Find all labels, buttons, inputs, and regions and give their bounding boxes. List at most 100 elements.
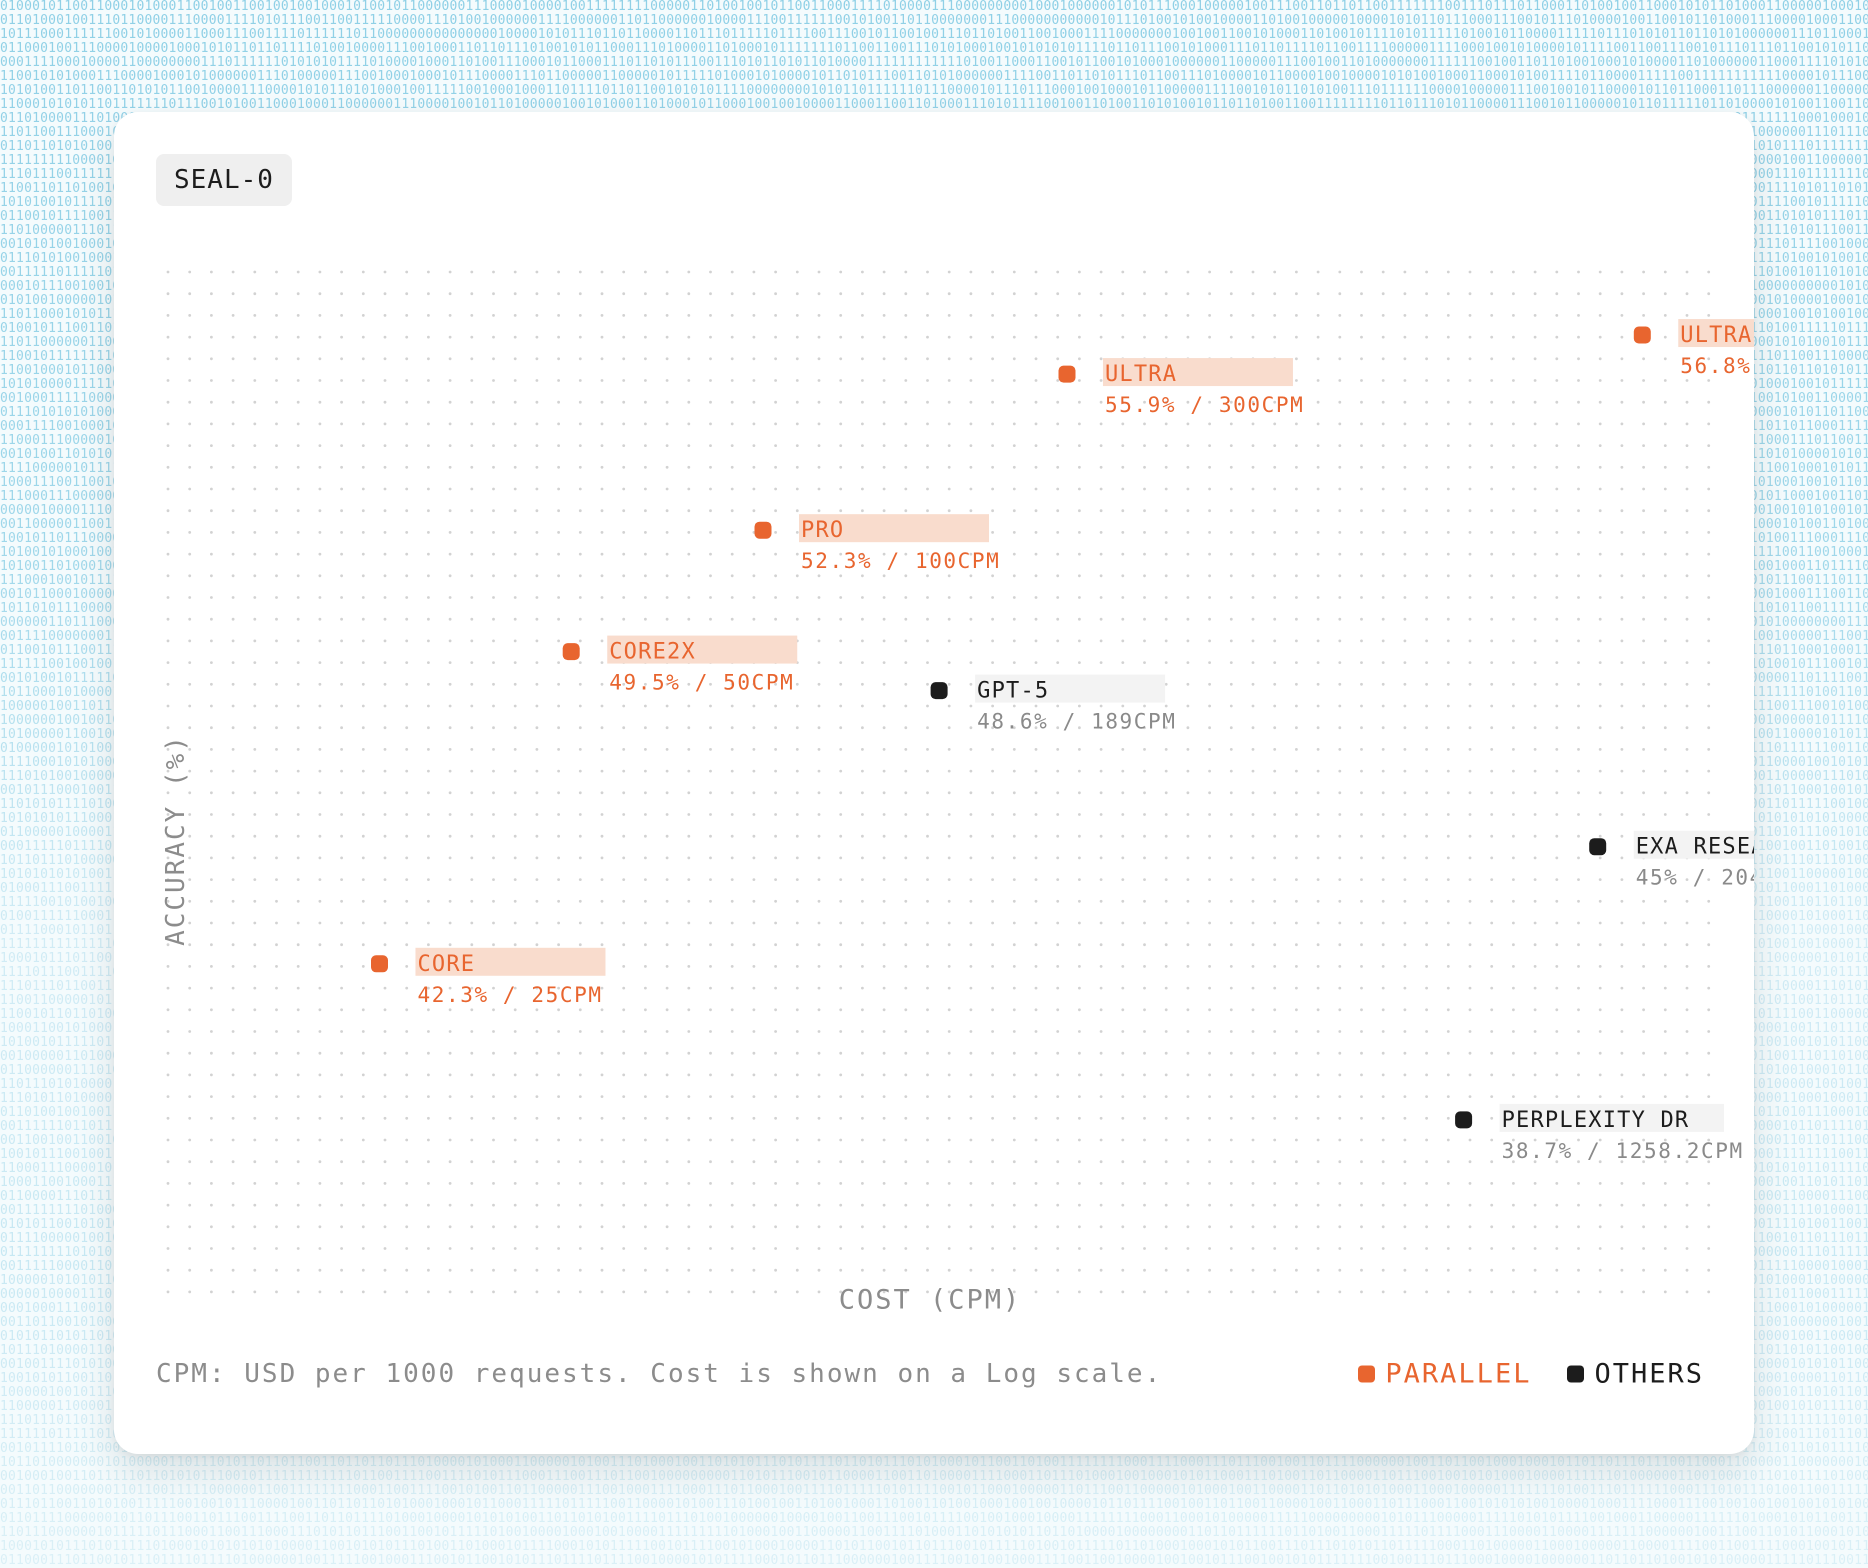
grid-dot bbox=[578, 704, 582, 708]
grid-dot bbox=[166, 1073, 170, 1077]
grid-dot bbox=[1490, 617, 1494, 621]
grid-dot bbox=[1078, 1138, 1081, 1142]
grid-dot bbox=[188, 1290, 192, 1294]
grid-dot bbox=[1577, 487, 1580, 491]
grid-dot bbox=[665, 682, 669, 686]
grid-dot bbox=[687, 465, 691, 469]
grid-dot bbox=[557, 986, 560, 990]
grid-dot bbox=[470, 791, 474, 795]
grid-dot bbox=[1143, 1182, 1146, 1185]
grid-dot bbox=[275, 726, 278, 730]
grid-dot bbox=[253, 1203, 257, 1207]
grid-dot bbox=[1512, 682, 1515, 686]
grid-dot bbox=[687, 314, 691, 317]
grid-dot bbox=[926, 270, 929, 274]
grid-dot bbox=[1229, 1138, 1233, 1142]
grid-dot bbox=[470, 617, 474, 621]
grid-dot bbox=[296, 748, 300, 751]
grid-dot bbox=[361, 422, 365, 426]
grid-dot bbox=[991, 292, 994, 296]
grid-dot bbox=[1273, 748, 1277, 751]
grid-dot bbox=[1316, 1138, 1320, 1142]
grid-dot bbox=[557, 726, 560, 730]
grid-dot bbox=[492, 422, 495, 426]
grid-dot bbox=[839, 1073, 843, 1077]
grid-dot bbox=[991, 422, 994, 426]
grid-dot bbox=[817, 465, 821, 469]
grid-dot bbox=[1468, 574, 1472, 578]
grid-dot bbox=[1490, 1182, 1494, 1185]
grid-dot bbox=[1164, 314, 1168, 317]
grid-dot bbox=[557, 400, 560, 404]
grid-dot bbox=[1186, 596, 1190, 599]
grid-dot bbox=[882, 465, 886, 469]
grid-dot bbox=[1577, 292, 1580, 296]
grid-dot bbox=[1663, 617, 1667, 621]
grid-dot bbox=[1707, 878, 1711, 881]
grid-dot bbox=[1143, 617, 1146, 621]
grid-dot bbox=[1663, 379, 1667, 382]
grid-dot bbox=[1338, 1095, 1342, 1098]
grid-dot bbox=[1468, 769, 1472, 773]
grid-dot bbox=[1512, 791, 1515, 795]
grid-dot bbox=[665, 726, 669, 730]
grid-dot bbox=[470, 574, 474, 578]
grid-dot bbox=[839, 487, 843, 491]
grid-dot bbox=[1229, 1051, 1233, 1055]
grid-dot bbox=[1425, 748, 1428, 751]
grid-dot bbox=[405, 1182, 409, 1185]
grid-dot bbox=[665, 921, 669, 925]
grid-dot bbox=[1642, 1225, 1645, 1229]
grid-dot bbox=[492, 834, 495, 838]
grid-dot bbox=[448, 292, 452, 296]
grid-dot bbox=[1208, 965, 1211, 968]
grid-dot bbox=[253, 465, 257, 469]
grid-dot bbox=[1338, 531, 1342, 534]
grid-dot bbox=[1598, 986, 1602, 990]
grid-dot bbox=[1425, 1138, 1428, 1142]
grid-dot bbox=[1446, 726, 1450, 730]
grid-dot bbox=[1468, 965, 1472, 968]
grid-dot bbox=[1707, 509, 1711, 513]
grid-dot bbox=[600, 878, 604, 881]
grid-dot bbox=[882, 1182, 886, 1185]
grid-dot bbox=[969, 856, 973, 860]
grid-dot bbox=[383, 1160, 387, 1164]
grid-dot bbox=[1208, 661, 1211, 664]
grid-dot bbox=[188, 531, 192, 534]
grid-dot bbox=[427, 1116, 430, 1120]
grid-dot bbox=[361, 1138, 365, 1142]
grid-dot bbox=[1034, 574, 1038, 578]
grid-dot bbox=[817, 1225, 821, 1229]
grid-dot bbox=[210, 856, 213, 860]
grid-dot bbox=[1078, 813, 1081, 816]
grid-dot bbox=[1707, 574, 1711, 578]
grid-dot bbox=[1533, 465, 1537, 469]
grid-dot bbox=[448, 596, 452, 599]
grid-dot bbox=[1555, 314, 1559, 317]
grid-dot bbox=[904, 661, 908, 664]
grid-dot bbox=[969, 661, 973, 664]
grid-dot bbox=[861, 921, 864, 925]
grid-dot bbox=[622, 270, 626, 274]
grid-dot bbox=[405, 422, 409, 426]
grid-dot bbox=[188, 596, 192, 599]
grid-dot bbox=[1685, 1008, 1689, 1012]
grid-dot bbox=[1577, 1182, 1580, 1185]
grid-dot bbox=[470, 704, 474, 708]
grid-dot bbox=[1685, 878, 1689, 881]
grid-dot bbox=[1078, 617, 1081, 621]
grid-dot bbox=[644, 379, 647, 382]
grid-dot bbox=[839, 596, 843, 599]
grid-dot bbox=[361, 878, 365, 881]
grid-dot bbox=[1338, 639, 1342, 643]
grid-dot bbox=[1121, 943, 1125, 947]
grid-dot bbox=[882, 292, 886, 296]
grid-dot bbox=[1555, 1160, 1559, 1164]
grid-dot bbox=[383, 1073, 387, 1077]
grid-dot bbox=[1533, 1008, 1537, 1012]
grid-dot bbox=[1403, 661, 1407, 664]
grid-dot bbox=[253, 791, 257, 795]
grid-dot bbox=[774, 791, 777, 795]
grid-dot bbox=[296, 856, 300, 860]
